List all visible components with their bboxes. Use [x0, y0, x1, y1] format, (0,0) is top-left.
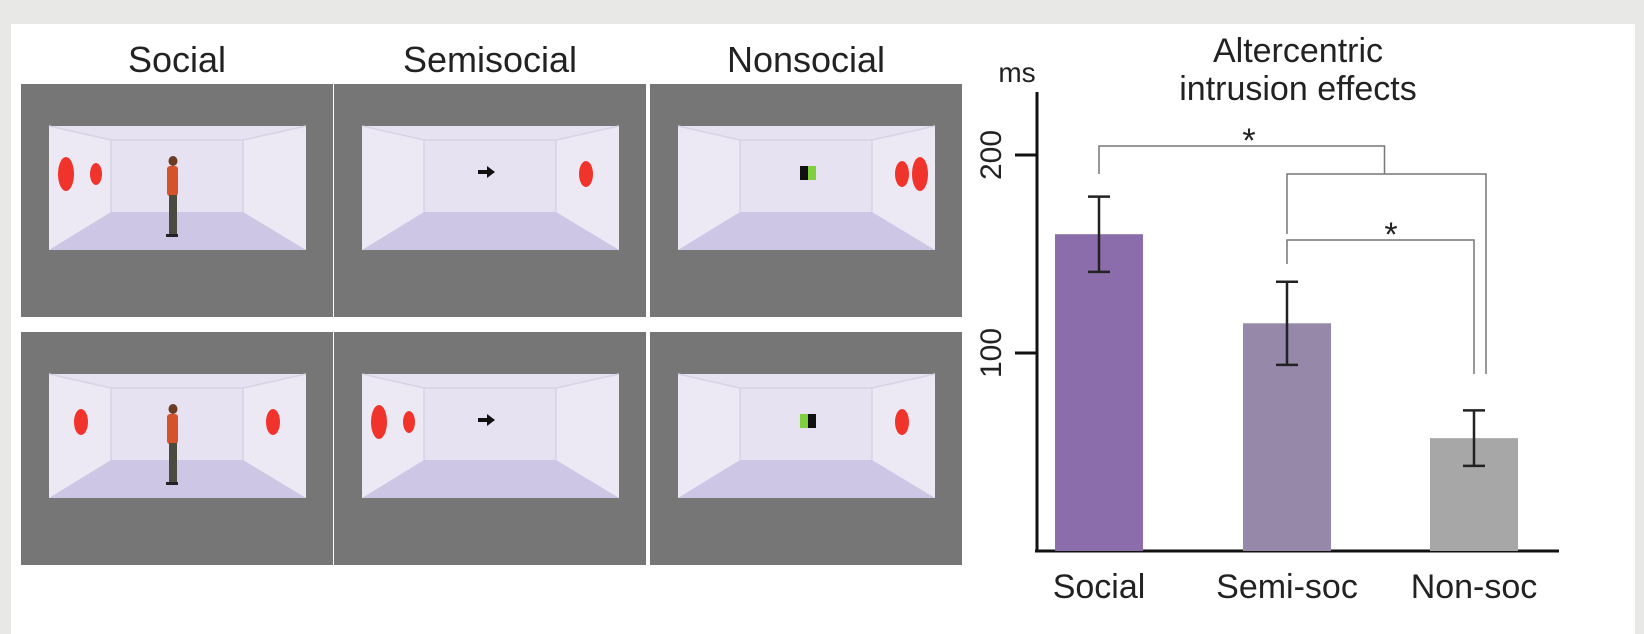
target-disc — [895, 409, 909, 435]
room-floor — [362, 460, 619, 498]
avatar-block — [800, 414, 816, 428]
target-disc — [403, 411, 415, 433]
room-floor — [362, 212, 619, 250]
stimulus-panel-semisocial-1 — [334, 84, 646, 317]
room-left-wall — [362, 374, 424, 498]
x-tick-label: Non-soc — [1411, 568, 1538, 606]
column-title-social: Social — [127, 39, 227, 80]
column-title-semisocial: Semisocial — [402, 39, 578, 80]
room-right-wall — [243, 374, 306, 498]
avatar-person — [166, 404, 178, 485]
avatar-person — [166, 156, 178, 237]
target-disc — [266, 409, 280, 435]
target-disc — [90, 163, 102, 185]
avatar-arrow — [478, 414, 495, 426]
room-left-wall — [362, 126, 424, 250]
avatar-block — [800, 166, 816, 180]
stimulus-panel-nonsocial-1 — [650, 84, 962, 317]
room-left-wall — [678, 374, 740, 498]
error-bar — [1463, 409, 1485, 468]
target-disc — [895, 161, 909, 187]
room-left-wall — [49, 374, 111, 498]
bar-chart: Altercentric intrusion effects ms 100 200… — [975, 32, 1559, 606]
room-right-wall — [556, 374, 619, 498]
room-left-wall — [678, 126, 740, 250]
room-right-wall — [872, 374, 935, 498]
significance-brackets — [1098, 145, 1487, 374]
chart-title-line-1: Altercentric — [1213, 32, 1383, 70]
stimulus-panel-semisocial-2 — [334, 332, 646, 565]
room-right-wall — [243, 126, 306, 250]
significance-star: * — [1242, 122, 1255, 160]
target-disc — [58, 157, 74, 191]
target-disc — [371, 405, 387, 439]
stimulus-panel-social-2 — [21, 332, 333, 565]
error-bar — [1088, 195, 1110, 274]
y-axis-unit-label: ms — [998, 57, 1035, 88]
error-bar — [1276, 280, 1298, 367]
room-left-wall — [49, 126, 111, 250]
stimulus-panel-nonsocial-2 — [650, 332, 962, 565]
room-floor — [678, 460, 935, 498]
column-title-nonsocial: Nonsocial — [726, 39, 886, 80]
avatar-arrow — [478, 166, 495, 178]
y-tick-label: 100 — [975, 328, 1008, 378]
room-floor — [678, 212, 935, 250]
significance-star: * — [1384, 216, 1397, 254]
target-disc — [74, 409, 88, 435]
room-right-wall — [872, 126, 935, 250]
figure: Social Semisocial Nonsocial Altercentric… — [11, 24, 1635, 634]
stimulus-panel-social-1 — [21, 84, 333, 317]
target-disc — [912, 157, 928, 191]
y-tick-label: 200 — [975, 130, 1008, 180]
room-floor — [49, 212, 306, 250]
room-right-wall — [556, 126, 619, 250]
x-tick-label: Social — [1053, 568, 1146, 606]
room-floor — [49, 460, 306, 498]
x-tick-label: Semi-soc — [1216, 568, 1358, 606]
chart-title-line-2: intrusion effects — [1179, 70, 1417, 108]
bar-social — [1055, 234, 1143, 551]
target-disc — [579, 161, 593, 187]
